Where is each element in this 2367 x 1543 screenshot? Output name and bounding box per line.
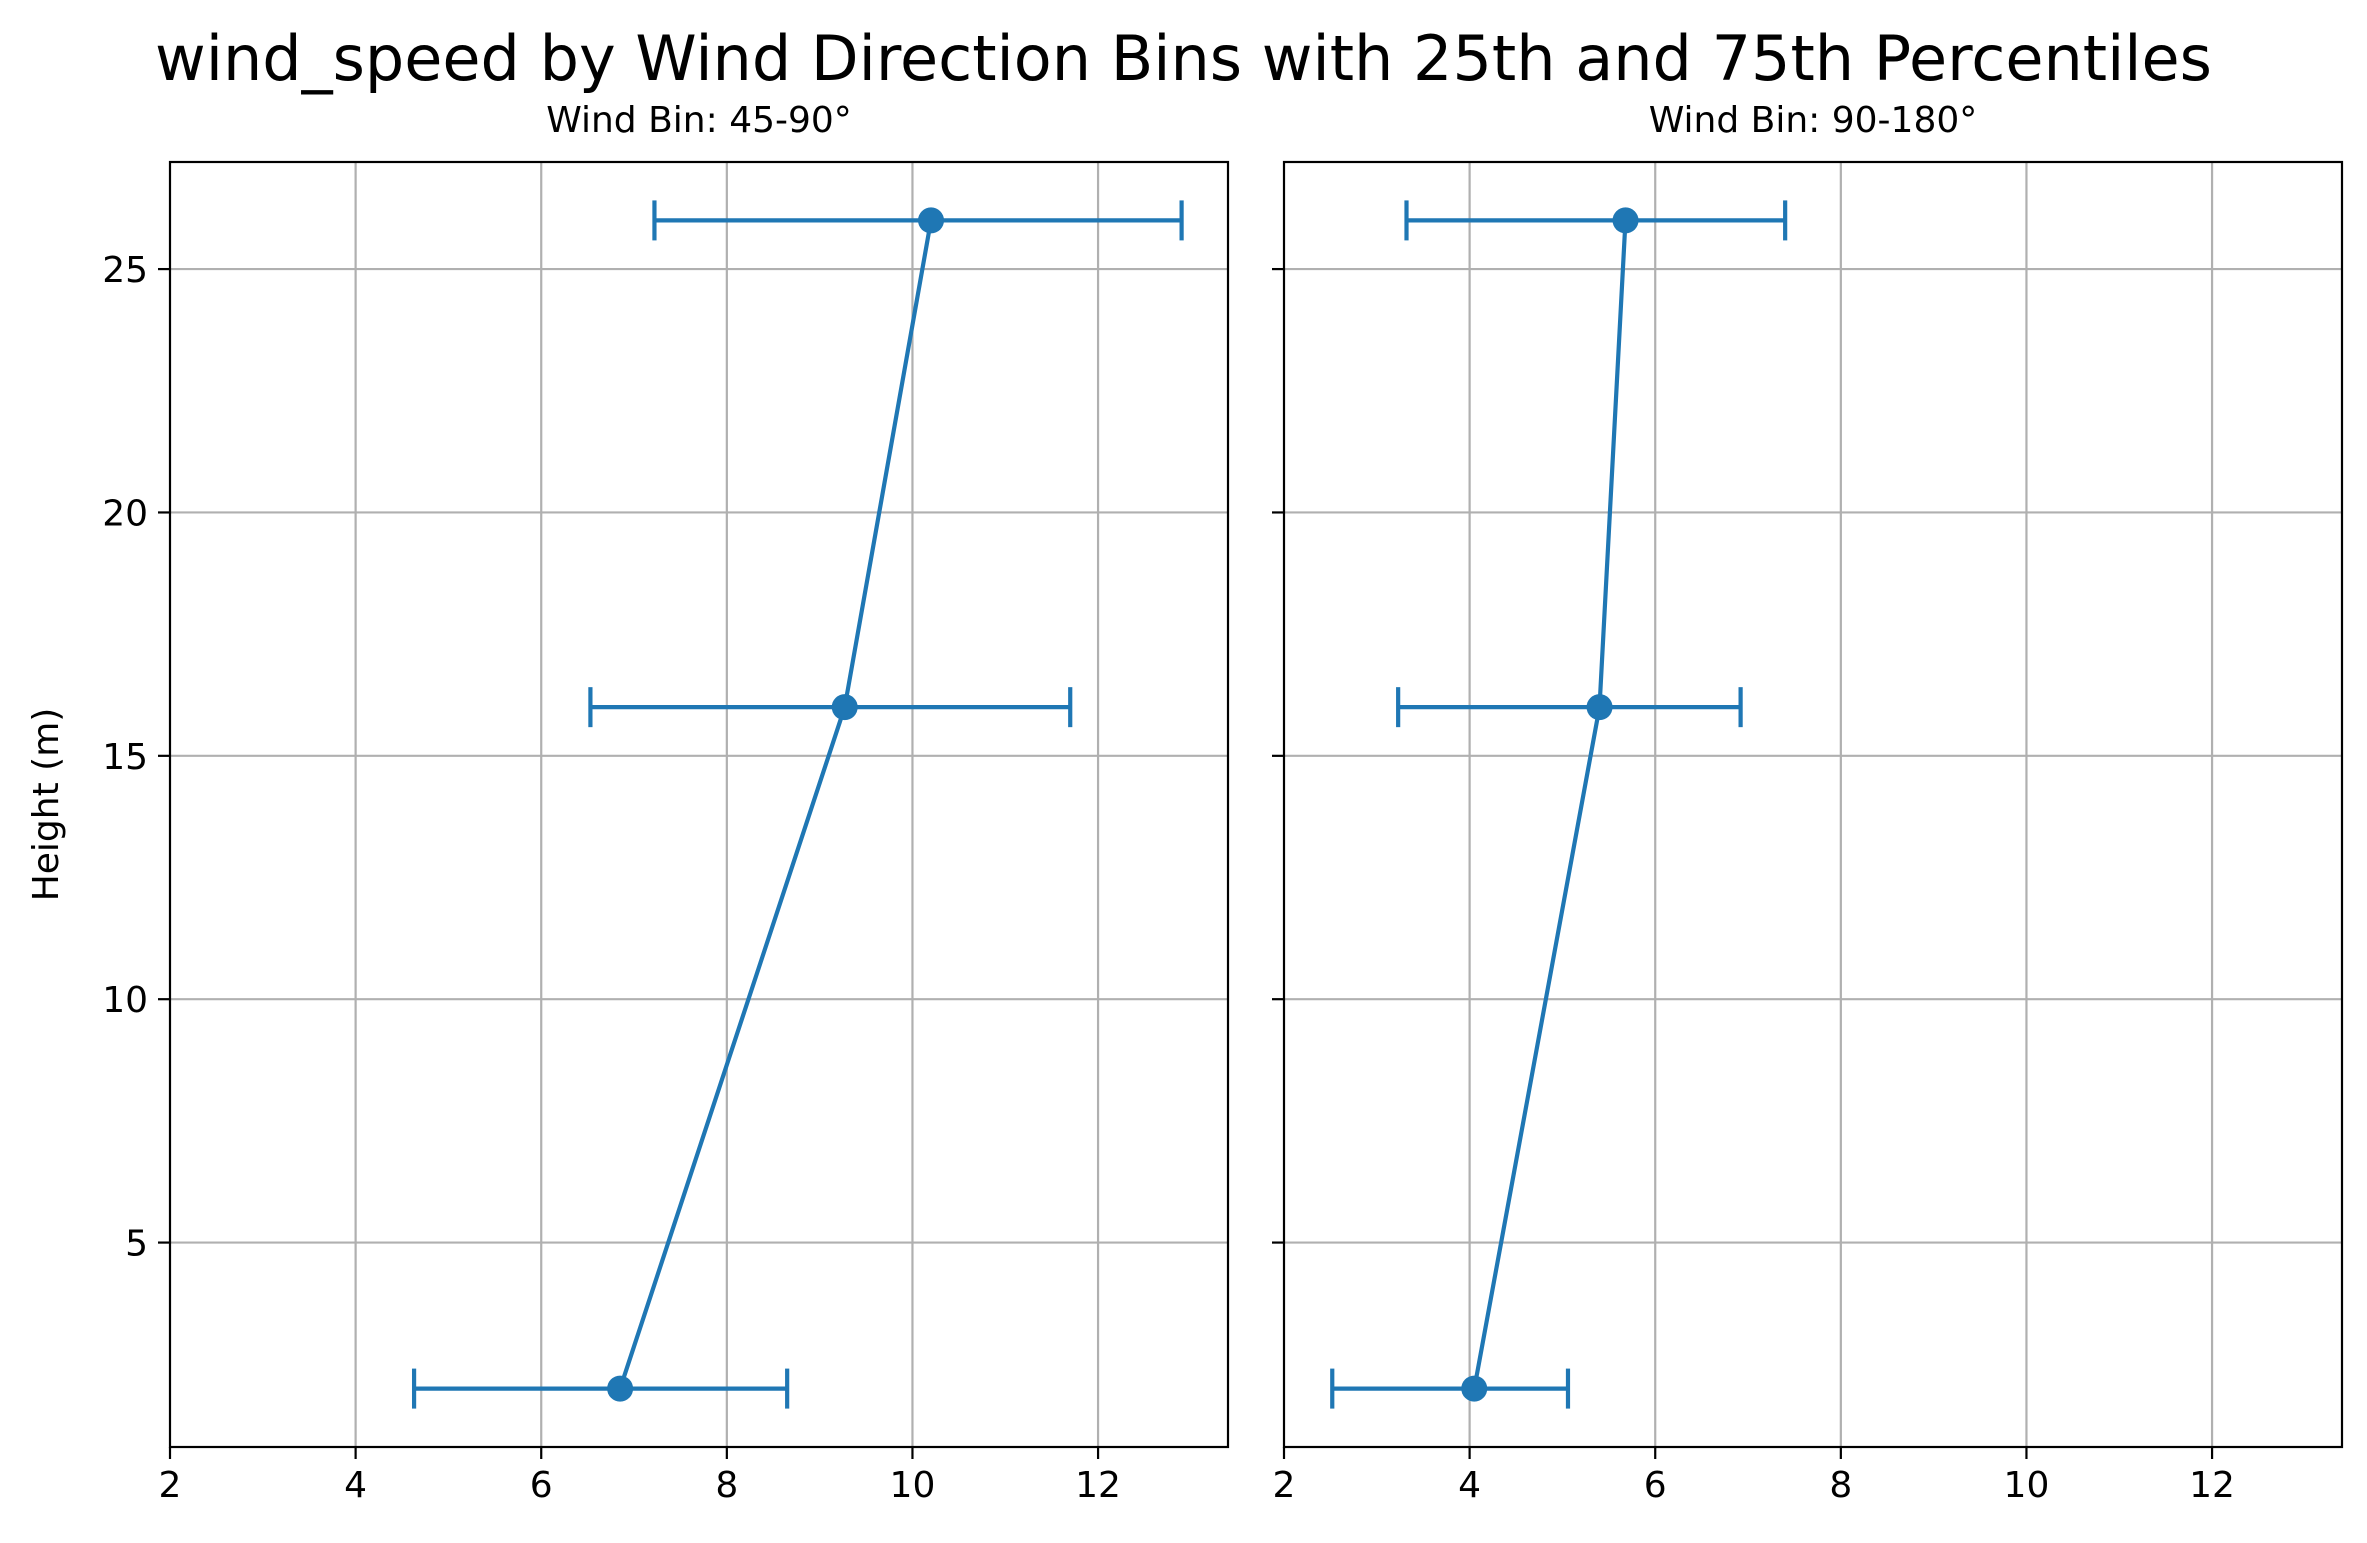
x-tick-label: 10: [2004, 1465, 2050, 1506]
data-point: [607, 1375, 634, 1402]
y-tick-label: 5: [125, 1224, 148, 1265]
x-tick-label: 12: [1075, 1465, 1121, 1506]
data-point: [918, 207, 945, 234]
axes-frame: [1282, 160, 2344, 1449]
subplot-1: 2 4 6 8 10 12: [1272, 160, 2344, 1506]
x-tick-label: 10: [890, 1465, 936, 1506]
axes-frame: [168, 160, 1230, 1449]
data-point: [1461, 1375, 1488, 1402]
x-tick-label: 2: [1273, 1465, 1296, 1506]
subplot-title-90-180: Wind Bin: 90-180°: [1648, 100, 1978, 141]
x-tick-label: 2: [159, 1465, 182, 1506]
y-tick-label: 15: [102, 737, 148, 778]
y-tick-label: 10: [102, 980, 148, 1021]
y-axis-label: Height (m): [26, 708, 67, 902]
x-tick-label: 8: [1829, 1465, 1852, 1506]
y-tick-label: 20: [102, 493, 148, 534]
x-tick-label: 8: [715, 1465, 738, 1506]
data-point: [1612, 207, 1639, 234]
x-tick-label: 4: [1458, 1465, 1481, 1506]
series-line: [1472, 220, 1628, 1389]
x-tick-label: 6: [530, 1465, 553, 1506]
y-tick-label: 25: [102, 250, 148, 291]
data-point: [1586, 694, 1613, 721]
subplot-0: 2 4 6 8 10 12 5 10 15 20 25 Height (m): [26, 160, 1230, 1506]
x-tick-label: 4: [344, 1465, 367, 1506]
subplot-title-45-90: Wind Bin: 45-90°: [546, 100, 852, 141]
x-tick-label: 6: [1644, 1465, 1667, 1506]
x-tick-label: 12: [2189, 1465, 2235, 1506]
series-line: [618, 220, 934, 1390]
figure-title: wind_speed by Wind Direction Bins with 2…: [155, 22, 2212, 95]
data-point: [831, 694, 858, 721]
